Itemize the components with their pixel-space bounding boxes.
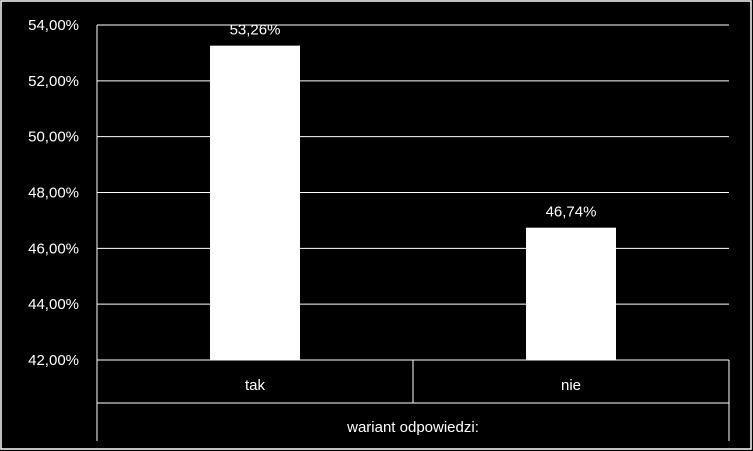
y-tick-label: 50,00% bbox=[28, 129, 79, 146]
grid-lines bbox=[97, 24, 729, 361]
category-label-nie: nie bbox=[561, 377, 581, 394]
y-tick-label: 54,00% bbox=[28, 17, 79, 34]
data-label-tak: 53,26% bbox=[230, 22, 281, 39]
bars bbox=[210, 45, 616, 361]
category-labels: tak nie bbox=[245, 377, 581, 394]
y-tick-label: 42,00% bbox=[28, 352, 79, 369]
y-tick-label: 48,00% bbox=[28, 185, 79, 202]
data-labels: 53,26% 46,74% bbox=[230, 22, 597, 221]
y-tick-label: 44,00% bbox=[28, 296, 79, 313]
y-tick-label: 46,00% bbox=[28, 240, 79, 257]
x-axis-title: wariant odpowiedzi: bbox=[346, 419, 479, 436]
data-label-nie: 46,74% bbox=[546, 204, 597, 221]
category-label-tak: tak bbox=[245, 377, 266, 394]
y-axis-ticks: 42,00% 44,00% 46,00% 48,00% 50,00% 52,00% 54,0… bbox=[28, 17, 79, 369]
bar-tak bbox=[210, 45, 300, 361]
y-tick-label: 52,00% bbox=[28, 73, 79, 90]
bar-nie bbox=[526, 227, 616, 360]
